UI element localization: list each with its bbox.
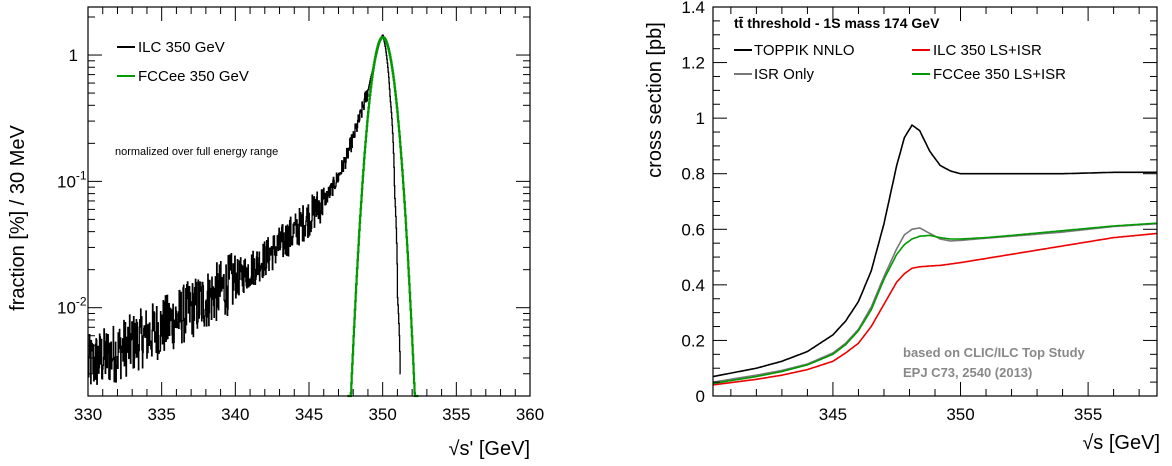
series-fccee-350-ls-isr bbox=[712, 222, 1158, 385]
left-legend: ILC 350 GeV FCCee 350 GeV bbox=[117, 39, 249, 85]
series-toppik-nnlo bbox=[712, 123, 1157, 378]
credit-line-1: based on CLIC/ILC Top Study bbox=[903, 345, 1086, 360]
right-title: tt̄ threshold - 1S mass 174 GeV bbox=[734, 15, 940, 31]
legend-label-fccee: FCCee 350 GeV bbox=[138, 68, 249, 85]
right-ytick-label-1.4: 1.4 bbox=[681, 0, 705, 17]
right-axis-ticks: 345 350 355 0 0.2 0.4 0.6 0.8 1 1.2 1.4 bbox=[681, 0, 1157, 424]
right-xtick-label-355: 355 bbox=[1074, 405, 1102, 424]
left-curves bbox=[87, 34, 419, 398]
right-chart: 345 350 355 0 0.2 0.4 0.6 0.8 1 1.2 1.4 cross sect… bbox=[644, 0, 1160, 454]
right-xlabel: √s [GeV] bbox=[1082, 432, 1160, 454]
left-ytick-label: 1 bbox=[69, 46, 78, 65]
legend-label-isr: ISR Only bbox=[754, 66, 815, 83]
left-ylabel: fraction [%] / 30 MeV bbox=[7, 125, 29, 311]
right-ytick-label-1: 1 bbox=[696, 109, 705, 128]
series-ilc-350-ls-isr bbox=[712, 232, 1158, 386]
right-legend: TOPPIK NNLO ISR Only ILC 350 LS+ISR FCCe… bbox=[734, 42, 1066, 83]
series-fccee-350-gaussian bbox=[347, 36, 419, 398]
left-ytick-label: 10-2 bbox=[57, 295, 87, 318]
right-ytick-label-0.6: 0.6 bbox=[681, 220, 705, 239]
right-ytick-label-0.2: 0.2 bbox=[681, 331, 705, 350]
right-ytick-label-0: 0 bbox=[696, 387, 705, 406]
right-curves bbox=[712, 123, 1158, 386]
left-xtick-label-330: 330 bbox=[74, 405, 102, 424]
left-annotation: normalized over full energy range bbox=[115, 146, 278, 158]
left-ytick-label: 10-1 bbox=[57, 168, 87, 191]
left-ytick-exponent: -1 bbox=[76, 168, 87, 182]
right-xtick-label-345: 345 bbox=[819, 405, 847, 424]
left-xtick-label-335: 335 bbox=[147, 405, 175, 424]
left-xtick-label-340: 340 bbox=[221, 405, 249, 424]
left-chart: 330 335 340 345 350 355 360 1 10-1 10-2 fraction … bbox=[7, 6, 544, 460]
credit-line-2: EPJ C73, 2540 (2013) bbox=[903, 365, 1032, 380]
right-ytick-label-0.8: 0.8 bbox=[681, 165, 705, 184]
right-xtick-label-350: 350 bbox=[946, 405, 974, 424]
left-xtick-label-350: 350 bbox=[368, 405, 396, 424]
right-ylabel: cross section [pb] bbox=[644, 22, 666, 178]
legend-label-ilc: ILC 350 GeV bbox=[138, 39, 225, 56]
series-ilc-350-histogram bbox=[87, 34, 401, 385]
left-xtick-label-345: 345 bbox=[295, 405, 323, 424]
right-ytick-label-1.2: 1.2 bbox=[681, 54, 705, 73]
legend-label-fccee-lsisr: FCCee 350 LS+ISR bbox=[933, 66, 1066, 83]
left-axis-ticks: 330 335 340 345 350 355 360 1 10-1 10-2 bbox=[57, 7, 544, 424]
legend-label-ilc-lsisr: ILC 350 LS+ISR bbox=[933, 42, 1042, 59]
left-xtick-label-360: 360 bbox=[516, 405, 544, 424]
left-xlabel: √s' [GeV] bbox=[449, 438, 530, 460]
left-ytick-exponent: -2 bbox=[76, 295, 87, 309]
right-ytick-label-0.4: 0.4 bbox=[681, 276, 705, 295]
left-xtick-label-355: 355 bbox=[442, 405, 470, 424]
legend-label-toppik: TOPPIK NNLO bbox=[754, 42, 855, 59]
